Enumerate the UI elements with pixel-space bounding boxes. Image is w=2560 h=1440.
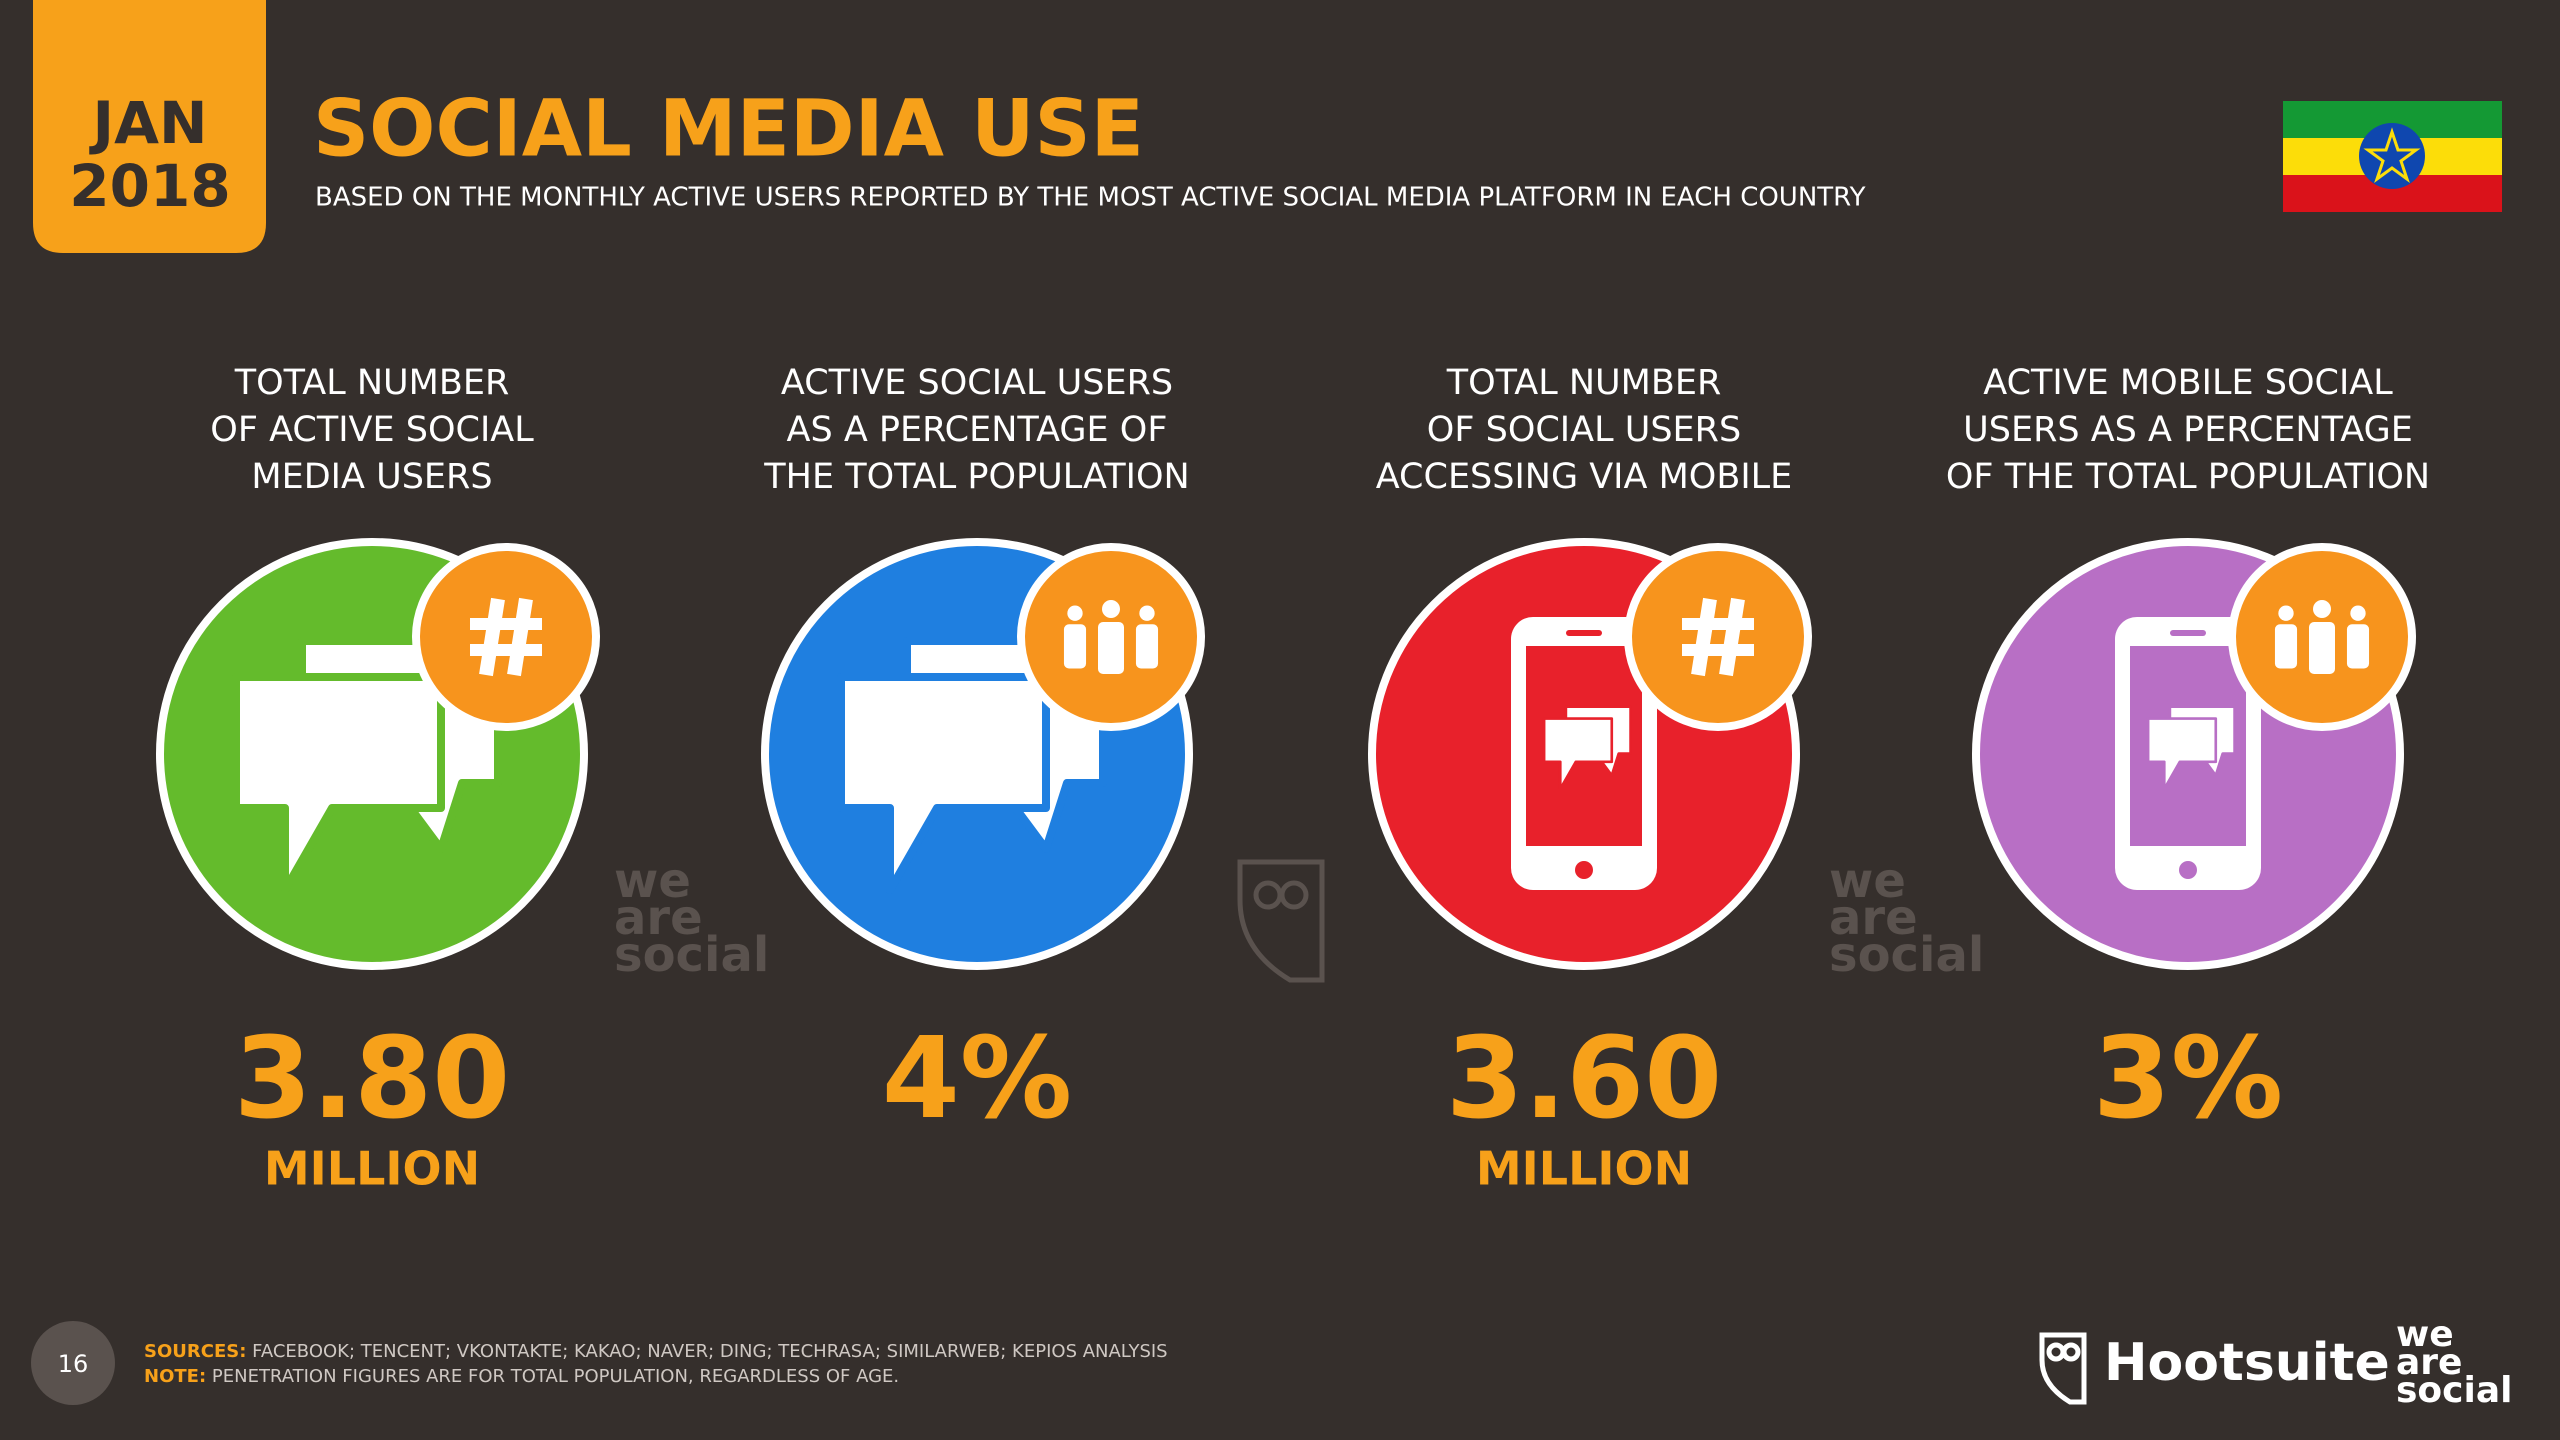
- stat-icon: [1972, 538, 2416, 970]
- note-text: PENETRATION FIGURES ARE FOR TOTAL POPULA…: [212, 1366, 899, 1387]
- stat-label: OF THE TOTAL POPULATION: [1946, 457, 2430, 497]
- phone-speaker: [1566, 630, 1602, 636]
- sources-label: SOURCES:: [144, 1341, 246, 1362]
- person-head: [1102, 600, 1120, 618]
- watermark-text: are: [614, 890, 703, 946]
- owl-watermark: [1237, 859, 1325, 983]
- phone-button: [2179, 861, 2197, 879]
- stat-unit: MILLION: [1476, 1142, 1692, 1196]
- stat-label: OF SOCIAL USERS: [1427, 410, 1741, 450]
- sources-text: FACEBOOK; TENCENT; VKONTAKTE; KAKAO; NAV…: [252, 1341, 1167, 1362]
- person-body: [1135, 624, 1159, 669]
- page-number-badge: [31, 1321, 115, 1405]
- stat-label: MEDIA USERS: [251, 457, 492, 497]
- stat-value: 3%: [2093, 1014, 2283, 1144]
- stat-label: ACCESSING VIA MOBILE: [1376, 457, 1793, 497]
- watermark-text: are: [1829, 890, 1918, 946]
- stat-label: AS A PERCENTAGE OF: [787, 410, 1168, 450]
- stat-label: ACTIVE MOBILE SOCIAL: [1983, 363, 2393, 403]
- logo-line: social: [2396, 1370, 2512, 1411]
- person-body: [2309, 622, 2335, 674]
- hash-stroke: [507, 597, 533, 677]
- stat-value: 3.80: [234, 1014, 510, 1144]
- person-body: [2274, 624, 2298, 669]
- chat-bubble: [2146, 717, 2218, 791]
- stat-icon: [1368, 538, 1812, 970]
- phone-button: [1575, 861, 1593, 879]
- icon-badge: [1624, 543, 1812, 731]
- person-body: [1098, 622, 1124, 674]
- watermark-text: social: [614, 927, 769, 983]
- stat-value: 4%: [882, 1014, 1072, 1144]
- stat-icon: [761, 538, 1205, 970]
- stat-label: OF ACTIVE SOCIAL: [210, 410, 534, 450]
- hash-stroke: [1691, 597, 1717, 677]
- flag: [2283, 101, 2502, 212]
- watermark-text: social: [1829, 927, 1984, 983]
- stat-icon: [156, 538, 600, 970]
- person-head: [1139, 605, 1155, 621]
- stat-unit: MILLION: [264, 1142, 480, 1196]
- person-body: [2346, 624, 2370, 669]
- chat-bubble: [1542, 717, 1614, 791]
- stat-label: ACTIVE SOCIAL USERS: [781, 363, 1173, 403]
- stat-label: USERS AS A PERCENTAGE: [1963, 410, 2413, 450]
- note-label: NOTE:: [144, 1366, 206, 1387]
- icon-badge: [412, 543, 600, 731]
- stat-label: THE TOTAL POPULATION: [763, 457, 1189, 497]
- watermark-text: we: [1829, 853, 1906, 909]
- date-badge: [33, 0, 266, 253]
- badge-year: 2018: [69, 152, 230, 220]
- hootsuite-owl: [2039, 1332, 2087, 1405]
- title: SOCIAL MEDIA USE: [313, 84, 1144, 174]
- stat-label: TOTAL NUMBER: [234, 363, 510, 403]
- person-head: [2278, 605, 2294, 621]
- stat-value: 3.60: [1446, 1014, 1722, 1144]
- brand-hootsuite: Hootsuite: [2104, 1333, 2390, 1393]
- badge-month: JAN: [88, 89, 207, 157]
- stat-label: TOTAL NUMBER: [1446, 363, 1722, 403]
- hash-stroke: [479, 597, 505, 677]
- logo-line: are: [2396, 1342, 2462, 1383]
- sources: SOURCES: FACEBOOK; TENCENT; VKONTAKTE; K…: [144, 1341, 1168, 1362]
- person-head: [2350, 605, 2366, 621]
- person-body: [1063, 624, 1087, 669]
- person-head: [2313, 600, 2331, 618]
- phone-speaker: [2170, 630, 2206, 636]
- watermark-text: we: [614, 853, 691, 909]
- hash-stroke: [1719, 597, 1745, 677]
- logo-line: we: [2396, 1314, 2454, 1355]
- person-head: [1067, 605, 1083, 621]
- subtitle: BASED ON THE MONTHLY ACTIVE USERS REPORT…: [315, 183, 1866, 213]
- note: NOTE: PENETRATION FIGURES ARE FOR TOTAL …: [144, 1366, 899, 1387]
- page-number: 16: [58, 1350, 89, 1378]
